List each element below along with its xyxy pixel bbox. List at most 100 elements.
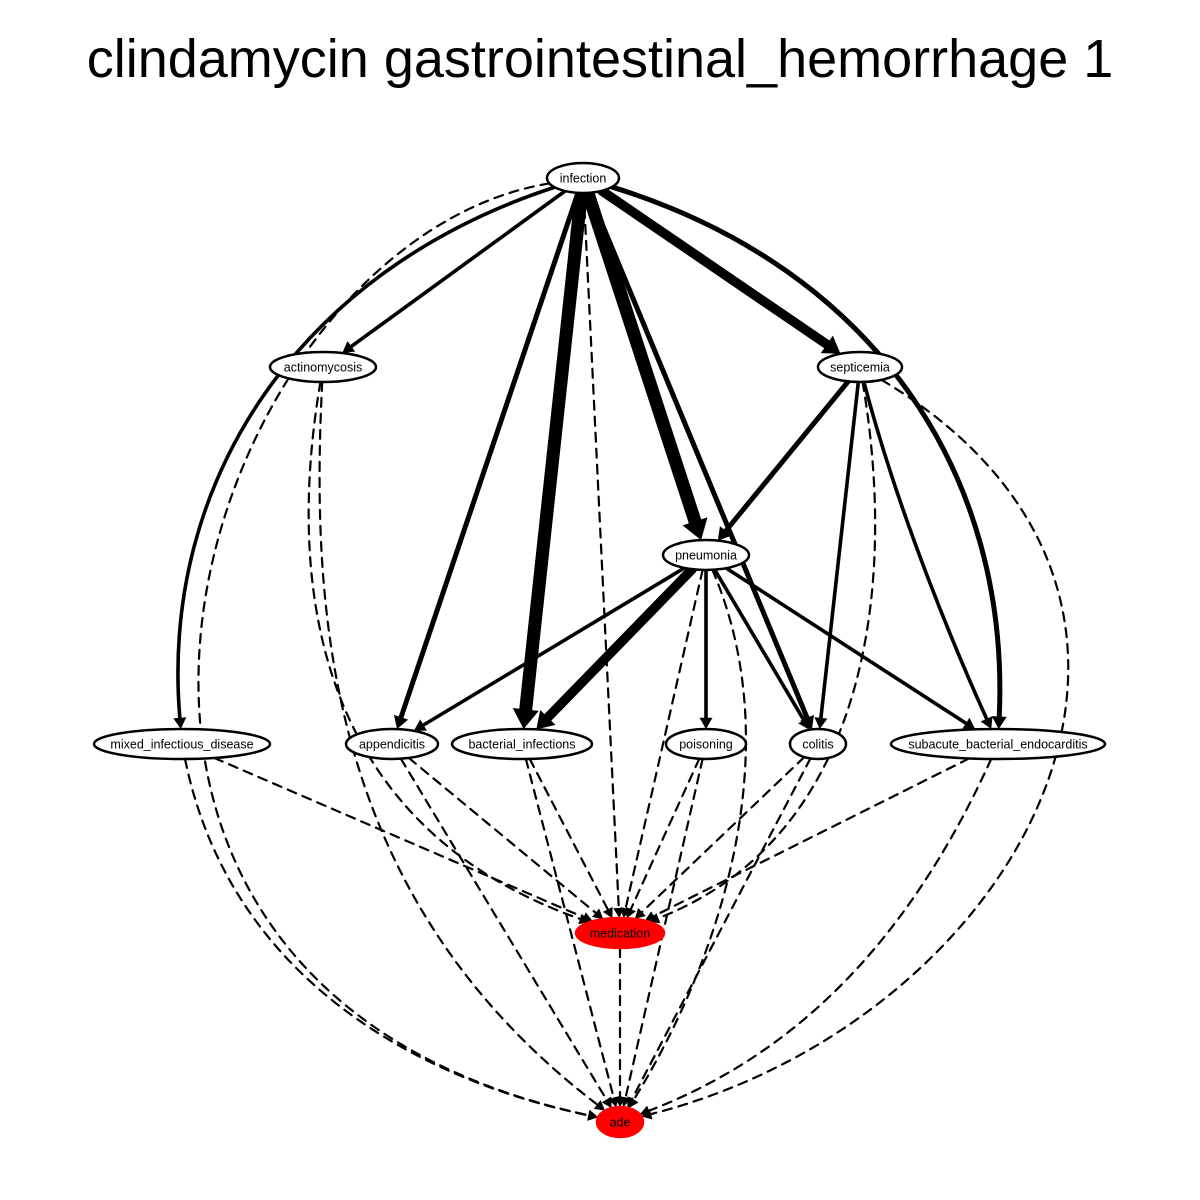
node-appendicitis: appendicitis bbox=[344, 727, 440, 761]
arrowhead-icon bbox=[581, 912, 593, 923]
node-label: appendicitis bbox=[359, 738, 425, 752]
edge-septicemia-to-colitis bbox=[814, 380, 861, 730]
node-shape bbox=[344, 727, 440, 761]
edge-line bbox=[398, 190, 581, 720]
edge-infection-to-subacute_bacterial_endocarditis bbox=[609, 184, 1007, 730]
edge-line bbox=[399, 757, 608, 1101]
arrowhead-icon bbox=[634, 907, 646, 919]
node-shape bbox=[595, 1105, 645, 1139]
edge-pneumonia-to-poisoning bbox=[699, 568, 713, 729]
node-shape bbox=[268, 350, 378, 384]
edge-line bbox=[543, 564, 697, 723]
node-subacute_bacterial_endocarditis: subacute_bacterial_endocarditis bbox=[889, 727, 1107, 761]
node-pneumonia: pneumonia bbox=[661, 538, 751, 572]
arrowhead-icon bbox=[639, 1105, 652, 1116]
edge-line bbox=[649, 378, 1070, 1116]
arrowhead-icon bbox=[644, 911, 657, 922]
node-label: pneumonia bbox=[675, 549, 737, 563]
node-label: ade bbox=[610, 1116, 631, 1130]
arrowhead-icon bbox=[592, 908, 604, 920]
arrowhead-icon bbox=[962, 717, 976, 730]
edge-line bbox=[307, 380, 582, 920]
node-label: medication bbox=[590, 927, 650, 941]
node-shape bbox=[92, 727, 272, 761]
arrowhead-icon bbox=[991, 716, 1007, 730]
node-mixed_infectious_disease: mixed_infectious_disease bbox=[92, 727, 272, 761]
node-bacterial_infections: bacterial_infections bbox=[450, 727, 594, 761]
node-septicemia: septicemia bbox=[816, 350, 904, 384]
edge-pneumonia-to-bacterial_infections bbox=[536, 564, 697, 730]
node-label: subacute_bacterial_endocarditis bbox=[908, 738, 1087, 752]
edge-line bbox=[597, 186, 832, 350]
edge-mixed_infectious_disease-to-ade bbox=[183, 757, 599, 1121]
arrowhead-icon bbox=[536, 710, 556, 730]
edge-line bbox=[183, 757, 590, 1117]
edge-infection-to-actinomycosis bbox=[342, 189, 567, 354]
edge-line bbox=[421, 566, 687, 727]
arrowhead-icon bbox=[602, 906, 613, 919]
edge-medication-to-ade bbox=[614, 946, 626, 1107]
edge-line bbox=[712, 567, 806, 722]
edge-line bbox=[723, 378, 851, 534]
node-shape bbox=[545, 161, 621, 195]
edge-line bbox=[652, 757, 971, 918]
edge-infection-to-septicemia bbox=[597, 186, 841, 354]
node-layer: infection actinomycosis septicemia pneumoni… bbox=[92, 161, 1107, 1139]
node-shape bbox=[661, 538, 751, 572]
edge-line bbox=[624, 757, 704, 1099]
arrowhead-icon bbox=[342, 341, 356, 354]
edge-colitis-to-medication bbox=[634, 755, 806, 919]
node-label: septicemia bbox=[830, 361, 890, 375]
edge-line bbox=[582, 191, 620, 910]
edge-line bbox=[349, 189, 567, 349]
edge-infection-to-pneumonia bbox=[581, 186, 708, 541]
edge-appendicitis-to-medication bbox=[407, 756, 604, 920]
node-poisoning: poisoning bbox=[664, 727, 748, 761]
edge-line bbox=[640, 755, 806, 914]
edge-line bbox=[197, 182, 590, 1117]
edge-septicemia-to-pneumonia bbox=[717, 378, 851, 541]
edge-subacute_bacterial_endocarditis-to-ade bbox=[639, 757, 993, 1116]
edge-line bbox=[213, 756, 585, 919]
edge-line bbox=[632, 568, 747, 1101]
edge-bacterial_infections-to-medication bbox=[528, 757, 613, 919]
arrowhead-icon bbox=[614, 1097, 626, 1107]
node-shape bbox=[664, 727, 748, 761]
edge-line bbox=[630, 757, 812, 1101]
arrowhead-icon bbox=[798, 716, 810, 730]
edge-line bbox=[609, 184, 1003, 720]
node-label: actinomycosis bbox=[284, 361, 363, 375]
arrowhead-icon bbox=[593, 1100, 606, 1111]
edge-line bbox=[624, 568, 704, 910]
edge-line bbox=[581, 186, 702, 528]
node-label: infection bbox=[560, 172, 607, 186]
edge-layer bbox=[173, 182, 1070, 1121]
edge-pneumonia-to-ade bbox=[628, 568, 747, 1109]
arrowhead-icon bbox=[717, 526, 732, 541]
node-label: mixed_infectious_disease bbox=[110, 738, 253, 752]
edge-infection-to-bacterial_infections bbox=[512, 186, 588, 730]
edge-line bbox=[629, 757, 701, 911]
edge-pneumonia-to-subacute_bacterial_endocarditis bbox=[724, 566, 976, 730]
edge-line bbox=[819, 380, 861, 720]
arrowhead-icon bbox=[814, 717, 828, 730]
edge-line bbox=[724, 566, 968, 726]
edge-line bbox=[519, 186, 588, 716]
arrowhead-icon bbox=[587, 1109, 599, 1121]
node-shape bbox=[450, 727, 594, 761]
edge-line bbox=[586, 190, 810, 721]
edge-actinomycosis-to-ade bbox=[318, 380, 606, 1111]
node-medication: medication bbox=[574, 916, 666, 950]
edge-line bbox=[176, 185, 557, 720]
edge-line bbox=[528, 757, 609, 911]
node-shape bbox=[889, 727, 1107, 761]
edge-line bbox=[318, 380, 599, 1106]
edge-subacute_bacterial_endocarditis-to-medication bbox=[644, 757, 971, 922]
arrowhead-icon bbox=[682, 517, 708, 541]
arrowhead-icon bbox=[393, 714, 409, 730]
node-label: bacterial_infections bbox=[468, 738, 575, 752]
diagram-title: clindamycin gastrointestinal_hemorrhage … bbox=[86, 29, 1114, 89]
edge-pneumonia-to-appendicitis bbox=[413, 566, 687, 731]
edge-pneumonia-to-colitis bbox=[712, 567, 810, 730]
